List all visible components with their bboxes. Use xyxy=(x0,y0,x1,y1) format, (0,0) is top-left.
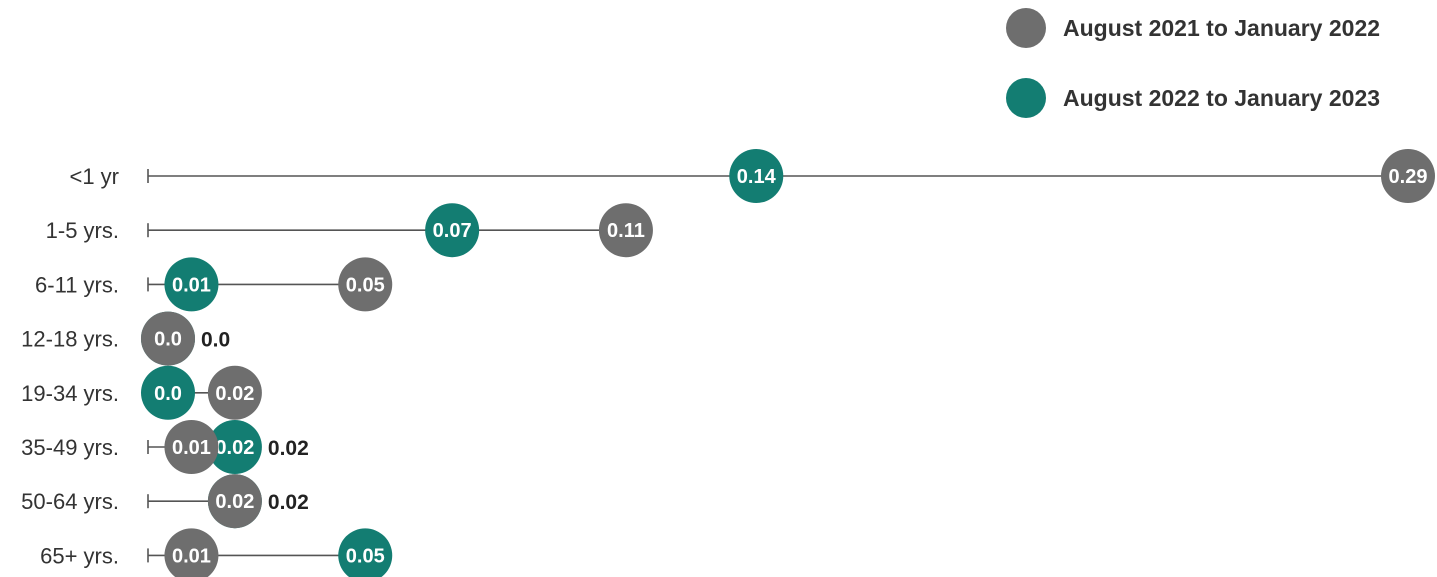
data-label: 0.29 xyxy=(1389,166,1428,188)
data-point xyxy=(338,528,393,577)
row: <1 yr 0.14 0.29 xyxy=(69,149,1435,203)
legend-label: August 2021 to January 2022 xyxy=(1063,15,1380,41)
data-point xyxy=(729,149,784,203)
outside-data-label: 0.02 xyxy=(268,491,309,514)
data-point xyxy=(425,203,480,258)
data-point xyxy=(338,257,393,312)
data-point xyxy=(207,474,262,529)
data-label: 0.0 xyxy=(154,329,182,351)
legend-swatch xyxy=(1006,78,1046,118)
data-label: 0.11 xyxy=(607,220,645,242)
row-label: 6-11 yrs. xyxy=(35,272,119,297)
data-label: 0.05 xyxy=(346,545,385,567)
data-point xyxy=(164,420,219,474)
row: 19-34 yrs. 0.0 0.02 xyxy=(21,365,262,420)
data-point xyxy=(598,203,653,258)
data-label: 0.02 xyxy=(215,491,254,513)
row-label: 12-18 yrs. xyxy=(21,327,119,352)
data-point xyxy=(164,528,219,577)
row: 50-64 yrs.0.020.020.02 xyxy=(21,474,309,529)
row: 12-18 yrs.0.00.00.0 xyxy=(21,311,230,366)
data-label: 0.01 xyxy=(172,274,211,296)
row-label: 50-64 yrs. xyxy=(21,489,119,514)
legend-label: August 2022 to January 2023 xyxy=(1063,85,1380,111)
row-label: 19-34 yrs. xyxy=(21,381,119,406)
legend-swatch xyxy=(1006,8,1046,48)
row: 6-11 yrs. 0.01 0.05 xyxy=(35,257,393,312)
data-point xyxy=(164,257,219,312)
row: 65+ yrs. 0.05 0.01 xyxy=(40,528,393,577)
data-label: 0.07 xyxy=(433,220,472,242)
data-point xyxy=(207,365,262,420)
row-label: 65+ yrs. xyxy=(40,543,119,568)
data-point xyxy=(207,420,262,474)
row-label: 1-5 yrs. xyxy=(46,218,119,243)
data-label: 0.01 xyxy=(172,437,211,459)
data-point xyxy=(141,365,195,420)
data-label: 0.14 xyxy=(737,166,777,188)
data-label: 0.05 xyxy=(346,274,385,296)
row-label: 35-49 yrs. xyxy=(21,435,119,460)
data-label: 0.01 xyxy=(172,545,211,567)
outside-data-label: 0.02 xyxy=(268,437,309,460)
row: 35-49 yrs. 0.020.01 0.02 xyxy=(21,420,309,474)
row-label: <1 yr xyxy=(69,164,119,189)
data-point xyxy=(141,311,195,366)
data-label: 0.02 xyxy=(215,383,254,405)
data-label: 0.02 xyxy=(215,437,254,459)
legend: August 2021 to January 2022 August 2022 t… xyxy=(1006,8,1380,118)
data-point xyxy=(1381,149,1435,203)
row: 1-5 yrs. 0.07 0.11 xyxy=(46,203,653,258)
outside-data-label: 0.0 xyxy=(201,329,230,352)
data-label: 0.0 xyxy=(154,383,182,405)
chart-rows: <1 yr 0.14 0.29 1-5 yrs. 0.07 0.11 6-11 yrs. 0.… xyxy=(21,149,1435,577)
